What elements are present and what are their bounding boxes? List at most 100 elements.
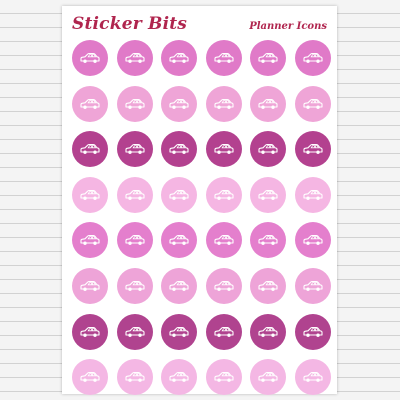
car-icon bbox=[80, 52, 100, 63]
car-sticker bbox=[161, 268, 198, 304]
car-icon bbox=[125, 52, 145, 63]
car-icon bbox=[303, 98, 323, 109]
car-icon bbox=[80, 372, 100, 383]
car-icon bbox=[125, 98, 145, 109]
car-sticker bbox=[72, 359, 108, 396]
car-icon bbox=[169, 189, 189, 200]
sheet-subtitle: Planner Icons bbox=[249, 21, 327, 32]
car-icon bbox=[80, 280, 100, 291]
car-icon bbox=[214, 52, 234, 63]
car-sticker bbox=[205, 131, 242, 168]
car-icon bbox=[303, 144, 323, 155]
car-sticker bbox=[205, 359, 242, 396]
car-icon bbox=[80, 98, 100, 109]
car-icon bbox=[169, 372, 189, 383]
car-sticker bbox=[72, 313, 108, 350]
car-icon bbox=[125, 235, 145, 246]
car-icon bbox=[214, 189, 234, 200]
car-sticker bbox=[205, 222, 242, 259]
car-sticker bbox=[295, 268, 331, 304]
car-sticker bbox=[116, 40, 153, 76]
car-sticker bbox=[161, 313, 198, 350]
car-sticker bbox=[250, 313, 287, 350]
car-sticker bbox=[295, 359, 331, 396]
car-icon bbox=[214, 280, 234, 291]
car-sticker bbox=[72, 85, 108, 122]
car-icon bbox=[80, 326, 100, 337]
car-sticker bbox=[116, 313, 153, 350]
car-icon bbox=[258, 280, 278, 291]
car-sticker bbox=[295, 131, 331, 168]
car-sticker bbox=[205, 40, 242, 76]
car-icon bbox=[214, 372, 234, 383]
car-sticker bbox=[116, 176, 153, 213]
car-sticker bbox=[295, 313, 331, 350]
car-icon bbox=[125, 326, 145, 337]
car-sticker bbox=[116, 268, 153, 304]
car-sticker bbox=[161, 85, 198, 122]
car-sticker bbox=[161, 359, 198, 396]
car-icon bbox=[169, 144, 189, 155]
car-sticker bbox=[205, 176, 242, 213]
car-icon bbox=[258, 98, 278, 109]
car-icon bbox=[258, 372, 278, 383]
car-sticker bbox=[72, 176, 108, 213]
car-sticker bbox=[161, 222, 198, 259]
car-icon bbox=[303, 326, 323, 337]
car-sticker bbox=[72, 40, 108, 76]
car-icon bbox=[125, 189, 145, 200]
car-sticker bbox=[72, 131, 108, 168]
car-icon bbox=[303, 52, 323, 63]
sticker-sheet: Sticker Bits Planner Icons bbox=[62, 6, 337, 396]
car-icon bbox=[214, 98, 234, 109]
car-icon bbox=[303, 189, 323, 200]
car-icon bbox=[303, 280, 323, 291]
car-sticker bbox=[161, 40, 198, 76]
car-icon bbox=[258, 52, 278, 63]
car-icon bbox=[169, 326, 189, 337]
car-icon bbox=[214, 235, 234, 246]
car-sticker bbox=[205, 85, 242, 122]
car-sticker bbox=[161, 131, 198, 168]
car-sticker bbox=[250, 131, 287, 168]
car-icon bbox=[125, 144, 145, 155]
car-sticker bbox=[72, 268, 108, 304]
car-icon bbox=[125, 280, 145, 291]
car-icon bbox=[125, 372, 145, 383]
car-icon bbox=[214, 326, 234, 337]
sticker-grid bbox=[62, 6, 337, 396]
car-sticker bbox=[295, 40, 331, 76]
car-icon bbox=[169, 98, 189, 109]
car-icon bbox=[169, 235, 189, 246]
car-sticker bbox=[250, 85, 287, 122]
car-icon bbox=[258, 144, 278, 155]
car-icon bbox=[80, 235, 100, 246]
car-sticker bbox=[250, 176, 287, 213]
car-sticker bbox=[116, 85, 153, 122]
car-sticker bbox=[295, 85, 331, 122]
car-icon bbox=[169, 280, 189, 291]
car-icon bbox=[303, 372, 323, 383]
car-sticker bbox=[250, 268, 287, 304]
car-sticker bbox=[72, 222, 108, 259]
car-icon bbox=[80, 144, 100, 155]
car-sticker bbox=[205, 313, 242, 350]
car-sticker bbox=[250, 222, 287, 259]
car-icon bbox=[258, 235, 278, 246]
car-sticker bbox=[250, 40, 287, 76]
car-icon bbox=[214, 144, 234, 155]
car-sticker bbox=[161, 176, 198, 213]
car-sticker bbox=[116, 222, 153, 259]
car-sticker bbox=[116, 359, 153, 396]
car-icon bbox=[258, 189, 278, 200]
car-sticker bbox=[295, 222, 331, 259]
car-sticker bbox=[250, 359, 287, 396]
sheet-title: Sticker Bits bbox=[72, 14, 188, 34]
car-icon bbox=[303, 235, 323, 246]
car-sticker bbox=[295, 176, 331, 213]
car-icon bbox=[169, 52, 189, 63]
car-sticker bbox=[116, 131, 153, 168]
car-sticker bbox=[205, 268, 242, 304]
car-icon bbox=[80, 189, 100, 200]
car-icon bbox=[258, 326, 278, 337]
